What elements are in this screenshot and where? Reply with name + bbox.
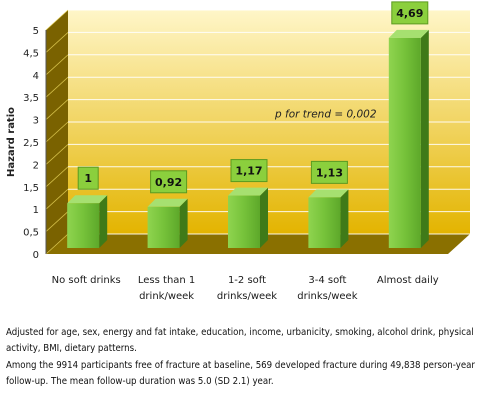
- gridline-side: [45, 99, 69, 120]
- bars: [67, 29, 429, 248]
- chart-caption: Adjusted for age, sex, energy and fat in…: [6, 325, 484, 389]
- y-tick-label: 4: [33, 71, 39, 82]
- y-tick-label: 1: [33, 205, 39, 216]
- data-label-box: [150, 170, 188, 194]
- bar: [228, 195, 260, 248]
- y-tick-label: 1,5: [23, 183, 39, 194]
- data-label: 1,13: [316, 166, 343, 179]
- y-tick-label: 3,5: [23, 93, 39, 104]
- bar-top: [308, 189, 349, 198]
- y-axis-title: Hazard ratio: [6, 107, 17, 177]
- bar: [388, 37, 421, 248]
- p-trend-annotation: p for trend = 0,002: [274, 109, 377, 121]
- x-tick-label: drinks/week: [217, 291, 277, 302]
- data-labels: 1 0,92 1,17 1,13 4,69: [77, 1, 429, 194]
- y-tick-label: 2: [33, 160, 39, 171]
- gridline-side: [45, 188, 69, 210]
- gridline-side: [45, 76, 69, 98]
- caption-study-note: Among the 9914 participants free of frac…: [6, 360, 475, 387]
- bar-top: [228, 187, 268, 196]
- y-tick-label: 0,5: [23, 228, 39, 239]
- bar-side: [340, 189, 349, 248]
- bar-top: [388, 29, 429, 38]
- hazard-ratio-bar-chart: 00,511,522,533,544,55 1 0,921,17 1,134,69 …: [6, 1, 470, 302]
- bar-side: [99, 195, 108, 248]
- data-label: 1,17: [235, 165, 262, 178]
- y-tick-label: 3: [33, 116, 39, 127]
- bar-side: [260, 187, 268, 248]
- data-label-box: [230, 159, 268, 183]
- x-tick-label: No soft drinks: [52, 275, 121, 286]
- gridline-side: [45, 144, 69, 165]
- data-label-box: [77, 166, 99, 190]
- gridline-side: [45, 211, 69, 232]
- gridline-side: [45, 166, 69, 188]
- x-tick-label: drink/week: [139, 291, 194, 302]
- bar: [147, 206, 180, 248]
- y-axis: 0 0,5 1 1,5 2 2,5 3 3,5 4 4,5 5: [23, 26, 47, 261]
- gridline-side: [45, 54, 69, 76]
- data-label: 0,92: [155, 176, 182, 189]
- x-tick-label: Almost daily: [377, 275, 439, 286]
- bar: [67, 203, 100, 248]
- bar-side: [179, 198, 188, 248]
- x-tick-label: Less than 1: [138, 275, 195, 286]
- x-tick-label: drinks/week: [297, 291, 357, 302]
- bar-top: [67, 195, 108, 204]
- y-tick-label: 5: [33, 26, 39, 37]
- x-tick-label: 1-2 soft: [228, 275, 266, 286]
- gridline-side: [45, 32, 69, 53]
- bar: [308, 197, 341, 248]
- data-label-box: [391, 1, 429, 25]
- gridline-side: [45, 9, 69, 31]
- y-tick-label: 4,5: [23, 48, 39, 59]
- data-label: 4,69: [396, 7, 423, 20]
- y-tick-label: 0: [33, 250, 39, 261]
- y-tick-label: 2,5: [23, 138, 39, 149]
- bar-top: [147, 198, 188, 207]
- data-label: 1: [84, 172, 92, 185]
- data-label-box: [310, 160, 348, 184]
- x-tick-label: 3-4 soft: [308, 275, 346, 286]
- gridline-side: [45, 233, 69, 255]
- bar-side: [420, 29, 429, 248]
- category-labels: No soft drinks Less than 1 drink/week 1-2 s…: [52, 275, 439, 302]
- gridline-side: [45, 121, 69, 143]
- caption-adjustment-note: Adjusted for age, sex, energy and fat in…: [6, 327, 474, 354]
